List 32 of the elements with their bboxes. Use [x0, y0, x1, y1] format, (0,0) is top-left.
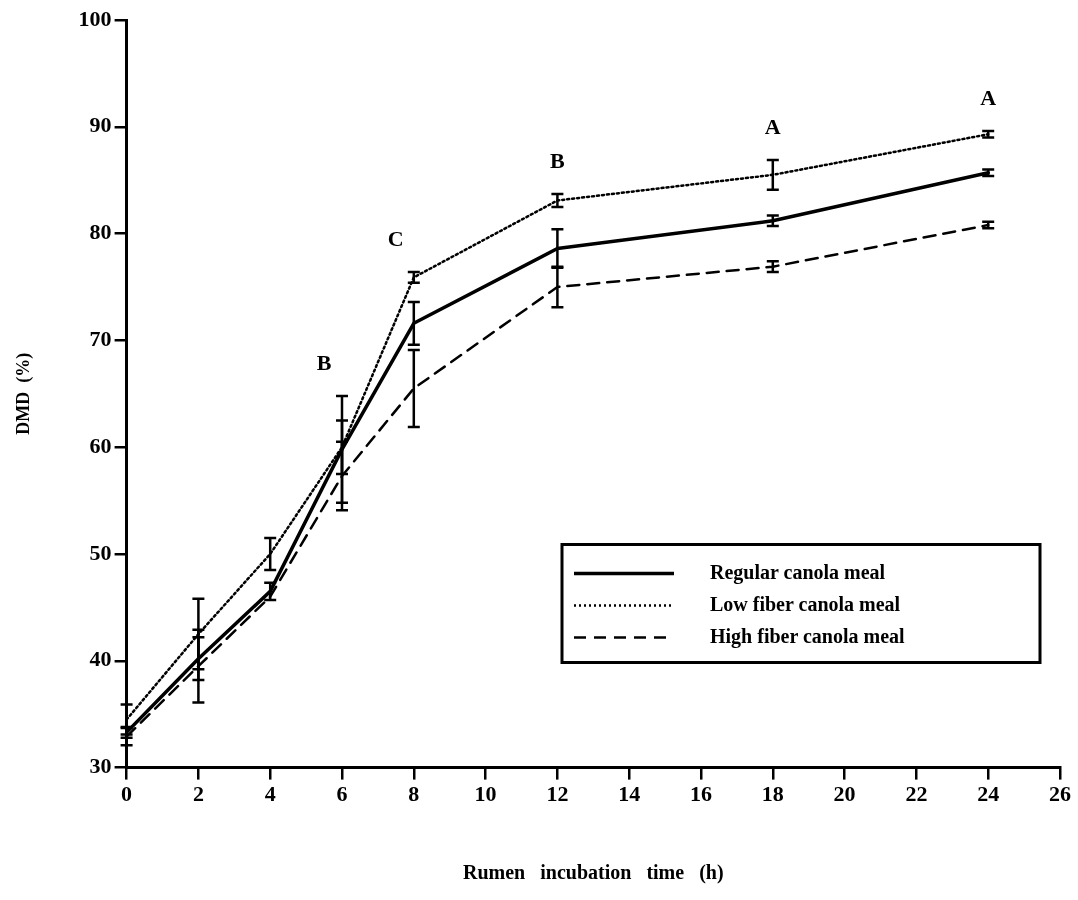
y-tick-label: 60	[89, 432, 112, 458]
x-tick-label: 26	[1049, 781, 1071, 807]
annotation: B	[316, 349, 332, 375]
x-tick-label: 22	[905, 781, 928, 807]
x-tick-label: 8	[408, 781, 420, 807]
y-tick-label: 90	[89, 112, 112, 138]
annotation: A	[980, 84, 997, 110]
x-tick-label: 2	[192, 781, 204, 807]
x-tick-label: 16	[690, 781, 712, 807]
annotation: A	[764, 113, 781, 139]
legend-label: Low fiber canola meal	[710, 592, 901, 615]
y-axis-title: DMD (%)	[13, 352, 35, 435]
x-tick-label: 6	[336, 781, 348, 807]
y-tick-label: 100	[78, 5, 112, 31]
x-axis-title: Rumen incubation time (h)	[463, 861, 724, 885]
y-tick-label: 40	[89, 646, 112, 672]
x-tick-label: 4	[264, 781, 276, 807]
x-tick-label: 10	[474, 781, 497, 807]
x-tick-label: 18	[761, 781, 784, 807]
annotation: B	[550, 147, 566, 173]
legend-label: High fiber canola meal	[710, 624, 906, 648]
x-tick-label: 14	[618, 781, 641, 807]
y-tick-label: 50	[89, 539, 112, 565]
x-tick-label: 0	[121, 781, 133, 807]
x-tick-label: 20	[833, 781, 856, 807]
x-tick-label: 12	[546, 781, 569, 807]
y-tick-label: 30	[89, 753, 112, 779]
x-tick-label: 24	[977, 781, 1000, 807]
y-tick-label: 70	[89, 326, 112, 352]
legend-label: Regular canola meal	[710, 560, 886, 584]
y-tick-label: 80	[89, 219, 112, 245]
annotation: C	[387, 225, 404, 251]
